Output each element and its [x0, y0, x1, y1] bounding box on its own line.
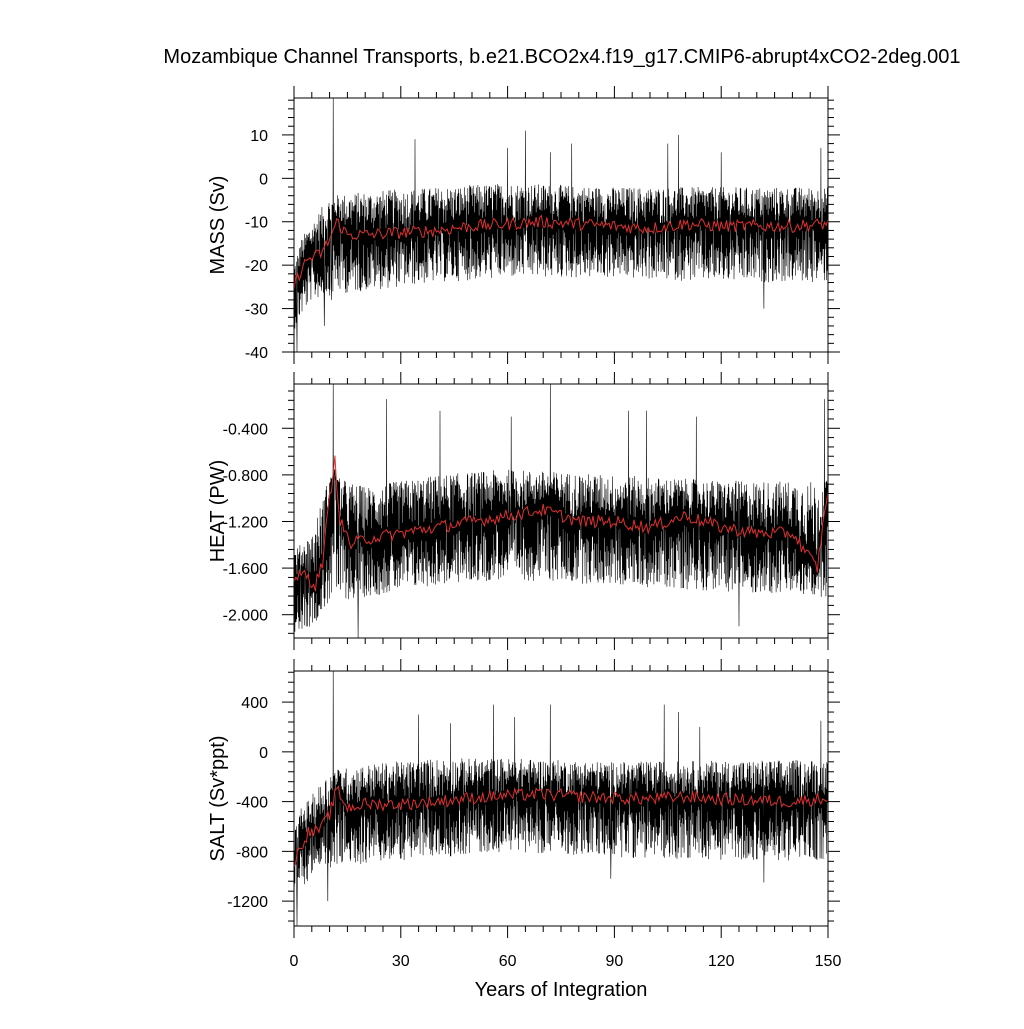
- x-tick-label: 60: [499, 953, 517, 970]
- monthly-series-line: [294, 671, 828, 926]
- y-tick-label: 10: [250, 128, 268, 145]
- y-axis-label: HEAT (PW): [207, 460, 229, 563]
- panel-3: 400 0 -400 -800 -1200 SALT (Sv*ppt) 0 30 60 90 120…: [207, 659, 841, 1001]
- y-axis-label: MASS (Sv): [207, 176, 229, 275]
- x-tick-label: 0: [290, 953, 299, 970]
- x-tick-label: 90: [606, 953, 624, 970]
- x-tick-label: 120: [708, 953, 735, 970]
- annual-mean-line: [294, 214, 828, 290]
- x-tick-label: 150: [815, 953, 842, 970]
- y-tick-label: -20: [245, 258, 268, 275]
- y-tick-label: 400: [241, 695, 268, 712]
- y-tick-label: -1.200: [223, 514, 268, 531]
- y-tick-label: -800: [236, 844, 268, 861]
- annual-mean-line: [294, 455, 828, 592]
- chart-title: Mozambique Channel Transports, b.e21.BCO…: [163, 46, 961, 68]
- y-tick-label: -400: [236, 795, 268, 812]
- y-tick-label: -2.000: [223, 608, 268, 625]
- y-tick-label: -0.800: [223, 468, 268, 485]
- y-tick-label: -1200: [227, 894, 268, 911]
- y-axis-label: SALT (Sv*ppt): [207, 736, 229, 862]
- y-tick-label: -40: [245, 345, 268, 362]
- panel-2: -0.400 -0.800 -1.200 -1.600 -2.000 HEAT (PW): [207, 372, 840, 650]
- y-tick-label: 0: [259, 745, 268, 762]
- y-tick-label: -10: [245, 215, 268, 232]
- monthly-series-line: [294, 98, 828, 352]
- x-axis-label: Years of Integration: [475, 979, 648, 1001]
- monthly-series-line: [294, 384, 828, 638]
- y-tick-label: -1.600: [223, 561, 268, 578]
- y-tick-label: 0: [259, 171, 268, 188]
- y-tick-label: -0.400: [223, 421, 268, 438]
- panel-1: 10 0 -10 -20 -30 -40 MASS (Sv): [207, 86, 840, 364]
- x-tick-label: 30: [392, 953, 410, 970]
- annual-mean-line: [294, 785, 828, 868]
- y-tick-label: -30: [245, 302, 268, 319]
